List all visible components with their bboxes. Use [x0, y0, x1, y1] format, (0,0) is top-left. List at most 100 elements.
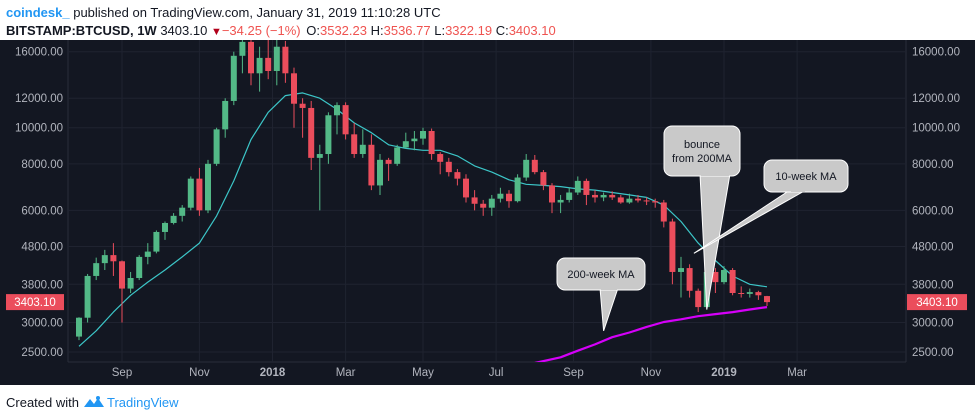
candle: [420, 127, 426, 145]
candle: [291, 67, 297, 128]
candle: [93, 257, 100, 281]
candle-body: [746, 292, 753, 294]
candle: [205, 159, 211, 214]
candle: [351, 122, 358, 158]
candle-body: [583, 180, 590, 195]
candle: [230, 51, 237, 106]
candle-body: [299, 103, 306, 108]
author-link[interactable]: coindesk_: [6, 5, 70, 20]
ma10-layer: [78, 92, 768, 347]
candle: [643, 197, 650, 206]
candle-body: [265, 57, 272, 72]
y-tick-label: 2500.00: [21, 347, 63, 359]
tradingview-brand-link[interactable]: TradingView: [106, 394, 179, 410]
candle: [265, 40, 272, 80]
candle: [755, 290, 762, 300]
last-price-tag-right: 3403.10: [907, 294, 967, 311]
candle: [127, 271, 134, 294]
y-tick-label: 3000.00: [21, 317, 63, 329]
x-tick-label: Mar: [787, 367, 807, 379]
candle: [583, 178, 590, 206]
candle-body: [600, 194, 607, 198]
high-value: 3536.77: [383, 23, 431, 38]
candle: [136, 255, 143, 281]
candle-body: [273, 46, 280, 72]
candle: [454, 168, 461, 186]
candle-body: [454, 172, 461, 179]
candle-body: [549, 185, 555, 203]
candle-body: [669, 221, 676, 272]
callout-text: from 200MA: [672, 153, 733, 165]
y-tick-label: 10000.00: [912, 123, 960, 135]
candle: [153, 230, 160, 254]
candle: [574, 176, 581, 195]
y-tick-label: 6000.00: [912, 205, 954, 217]
candle-body: [187, 178, 194, 208]
candle-body: [566, 192, 573, 200]
price-tag-text: 3403.10: [14, 297, 56, 309]
candle-body: [213, 129, 220, 164]
candle-body: [402, 141, 409, 148]
candle: [609, 191, 616, 200]
x-tick-label: May: [412, 367, 434, 379]
last-price-tag-left: 3403.10: [6, 294, 64, 311]
x-tick-label: Sep: [112, 367, 132, 379]
candle-body: [428, 130, 435, 155]
symbol-label[interactable]: BITSTAMP:BTCUSD, 1W: [6, 23, 157, 38]
candle: [635, 194, 641, 203]
candle: [660, 199, 667, 228]
candle-body: [506, 193, 512, 202]
candle: [213, 127, 220, 166]
candle-body: [291, 73, 297, 104]
candle-body: [652, 201, 659, 203]
candle-body: [144, 251, 151, 257]
open-label: O:: [306, 23, 320, 38]
candle: [239, 40, 246, 74]
candle: [531, 154, 538, 175]
candle: [101, 249, 108, 271]
candle: [617, 194, 624, 204]
candle: [557, 194, 564, 214]
candle-body: [531, 159, 538, 173]
candle: [110, 243, 117, 276]
candle: [488, 194, 495, 216]
ma10-line: [78, 92, 768, 347]
candle: [334, 102, 340, 135]
candle: [669, 218, 676, 285]
candle: [721, 266, 727, 285]
candle: [746, 288, 753, 298]
candle-body: [660, 202, 667, 222]
y-tick-label: 3000.00: [912, 317, 954, 329]
candle: [179, 205, 186, 222]
callouts-layer: bounce from 200MA 10-week MA 200-week MA: [556, 125, 849, 331]
candle: [437, 152, 444, 175]
candle-body: [686, 268, 693, 291]
last-price: 3403.10: [160, 23, 208, 38]
price-tag-bg: [907, 294, 967, 311]
ma200-layer: [534, 306, 768, 362]
y-tick-label: 8000.00: [912, 159, 954, 171]
candle-body: [230, 55, 237, 101]
candle-body: [764, 296, 770, 303]
y-tick-label: 16000.00: [912, 47, 960, 59]
candle-body: [179, 207, 186, 216]
candle-body: [497, 193, 504, 199]
candle-body: [480, 203, 487, 208]
candle-body: [196, 178, 203, 211]
ma200-line: [534, 306, 768, 362]
candle-body: [282, 46, 289, 74]
price-chart[interactable]: 2500.00 3000.00 3800.00 4800.00 6000.00 8000.…: [0, 40, 975, 385]
candle-body: [437, 154, 444, 162]
chart-header: coindesk_ published on TradingView.com, …: [6, 4, 966, 40]
low-label: L:: [434, 23, 446, 38]
candle: [402, 132, 409, 149]
x-tick-label: 2019: [711, 367, 737, 379]
candle: [248, 40, 254, 86]
callout: bounce from 200MA: [663, 125, 741, 310]
x-tick-label: Nov: [189, 367, 210, 379]
candle: [316, 144, 323, 211]
candle-body: [385, 159, 392, 164]
candle-body: [540, 172, 547, 186]
candle-body: [170, 215, 177, 223]
candle: [162, 221, 168, 240]
